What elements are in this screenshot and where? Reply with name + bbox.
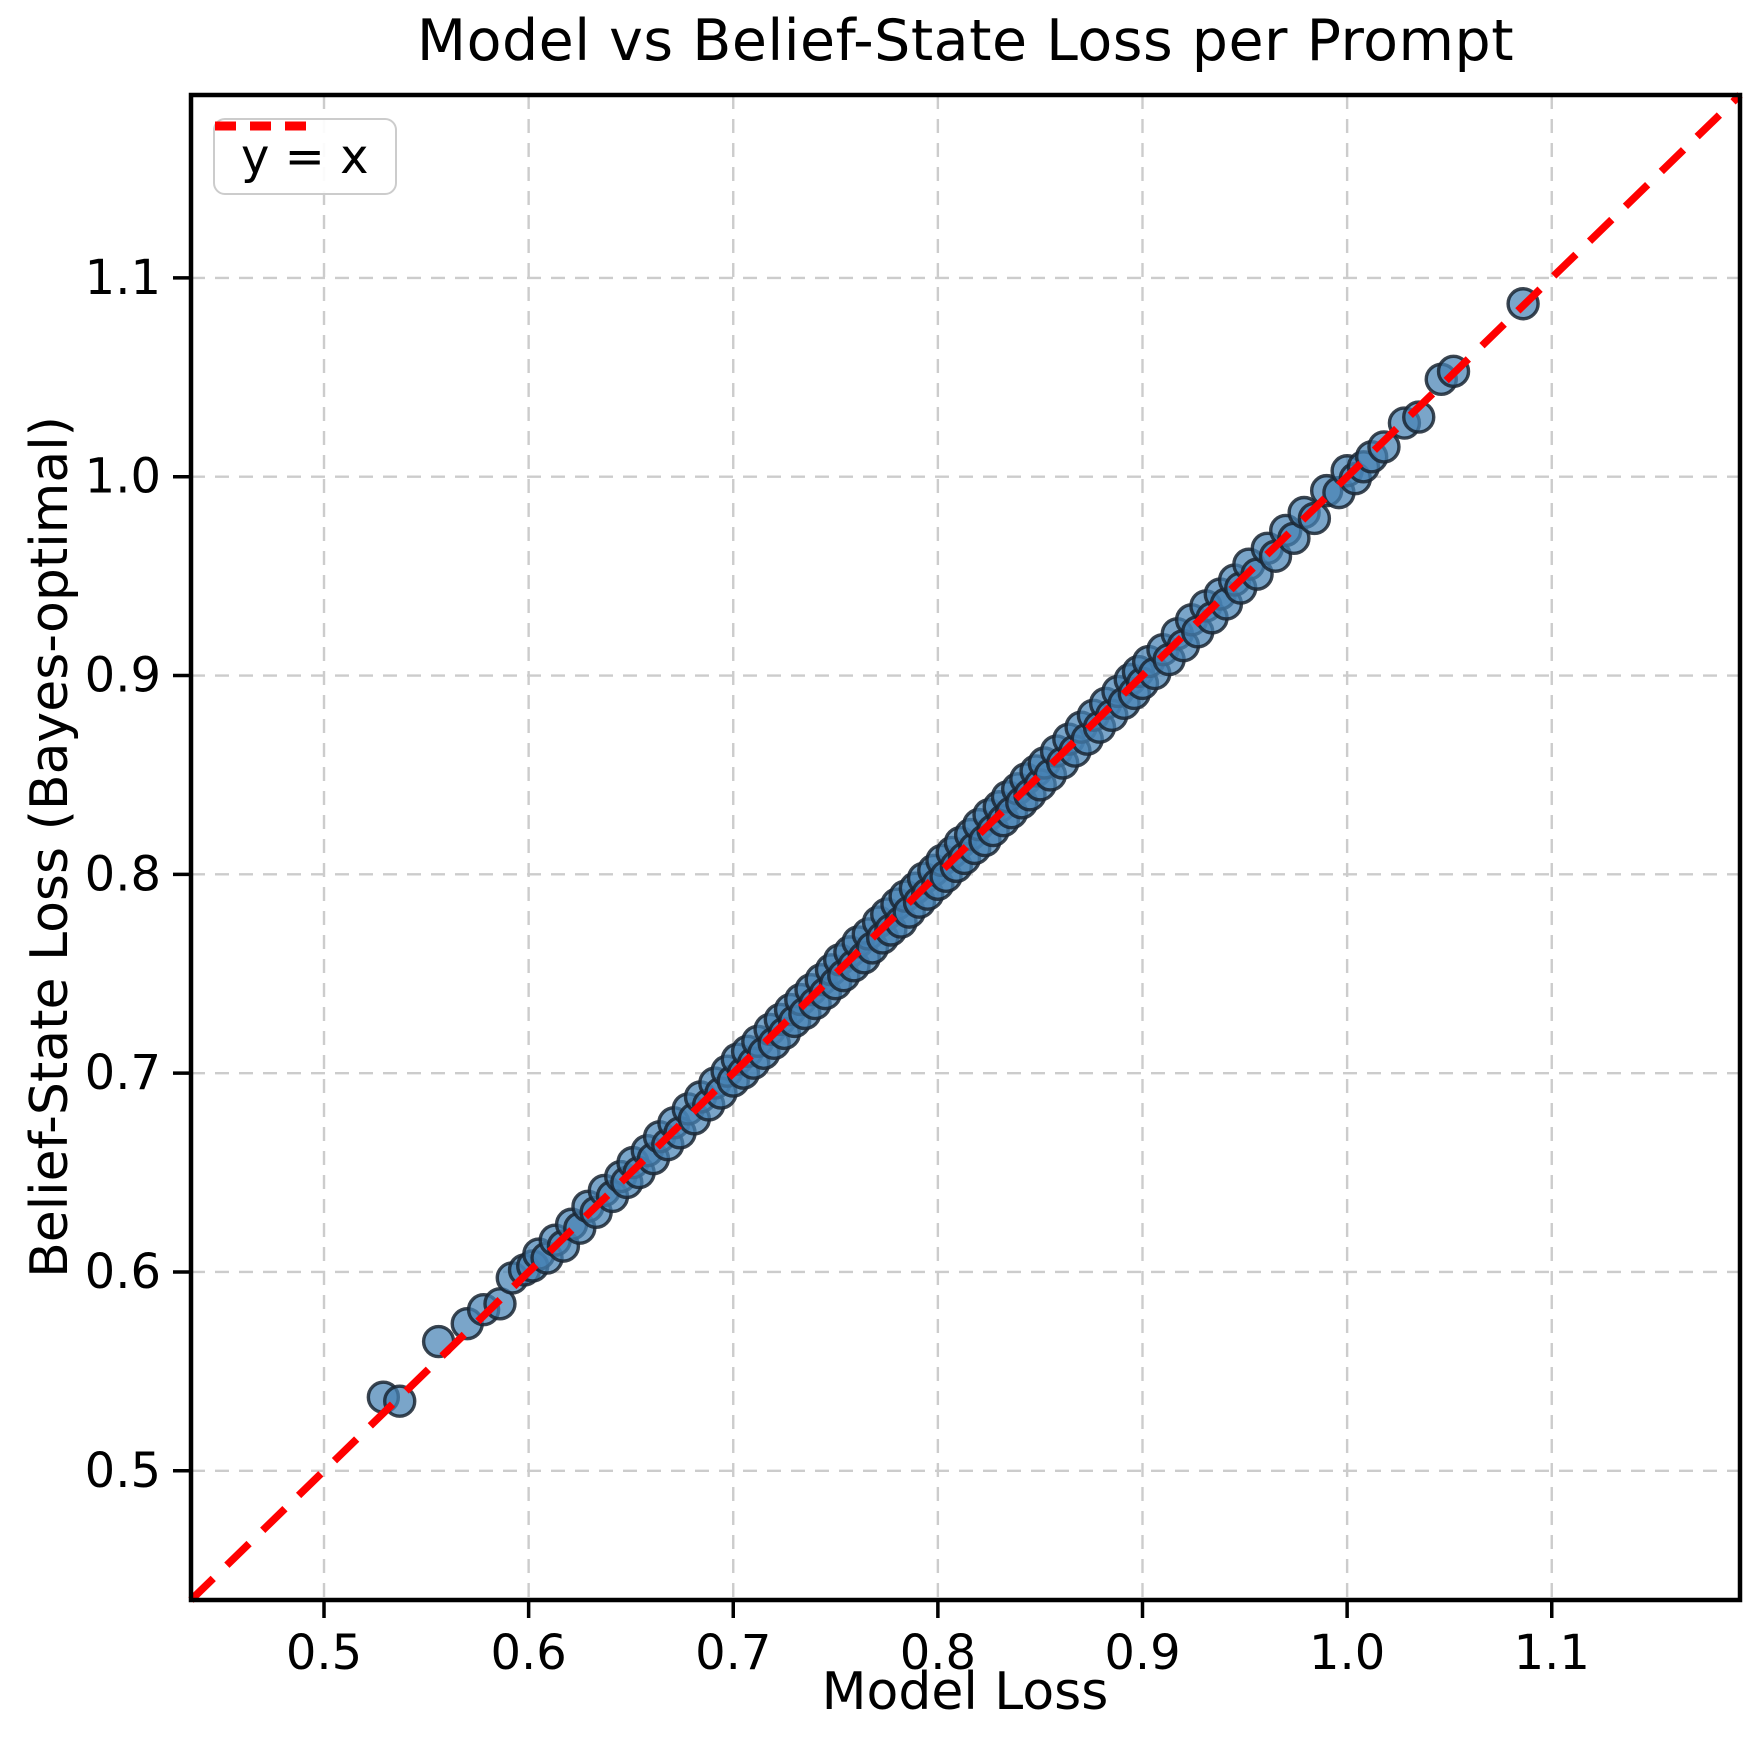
x-tick-label: 1.1 [1514, 1625, 1590, 1681]
y-tick-label: 1.0 [85, 449, 161, 505]
ticks [173, 276, 1554, 1618]
y-tick-label: 0.5 [85, 1443, 161, 1499]
y-axis-label: Belief-State Loss (Bayes-optimal) [20, 416, 80, 1278]
plot-border [188, 92, 1743, 1603]
y-tick-label: 1.1 [85, 250, 161, 306]
tick-labels: 0.5 0.6 0.7 0.8 0.9 1.0 1.1 0.5 0.6 0.7 0.8 0.9 1.0 1… [85, 250, 1590, 1681]
y-tick-label: 0.8 [85, 846, 161, 902]
identity-line [188, 92, 1743, 1603]
x-axis-label: Model Loss [821, 1662, 1109, 1722]
legend-label: y = x [241, 128, 369, 185]
scatter-point [1367, 430, 1401, 464]
x-tick-label: 0.5 [286, 1625, 362, 1681]
legend-dashed-line-sample [215, 121, 311, 131]
x-tick-label: 0.6 [490, 1625, 566, 1681]
x-tick-label: 0.7 [695, 1625, 771, 1681]
chart-title: Model vs Belief-State Loss per Prompt [416, 8, 1515, 74]
y-tick-label: 0.9 [85, 648, 161, 704]
y-tick-label: 0.7 [85, 1045, 161, 1101]
y-tick-label: 0.6 [85, 1244, 161, 1300]
x-tick-label: 0.8 [900, 1625, 976, 1681]
x-tick-label: 0.9 [1104, 1625, 1180, 1681]
x-tick-label: 1.0 [1309, 1625, 1385, 1681]
scatter-series [366, 287, 1540, 1418]
legend: y = x [213, 118, 397, 195]
